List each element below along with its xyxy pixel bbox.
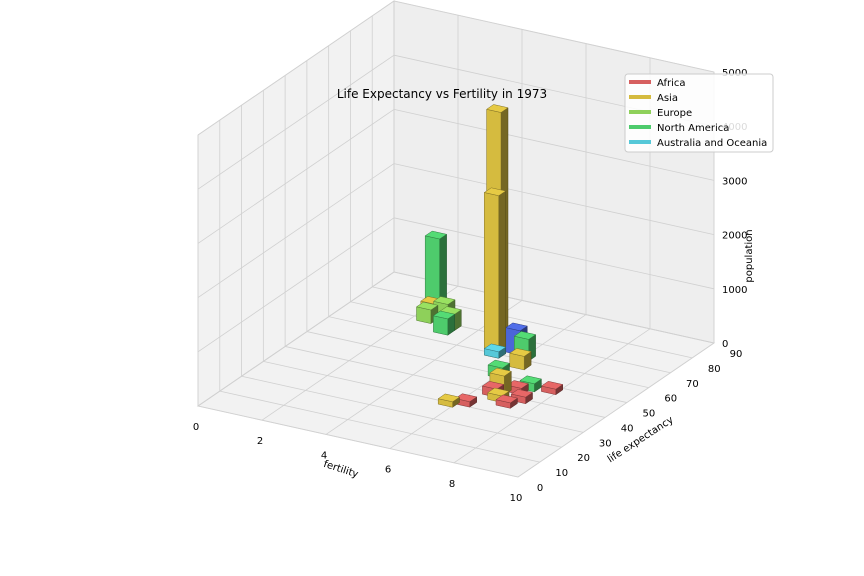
legend-item: North America	[629, 123, 729, 134]
bars-group	[415, 104, 564, 409]
gridline-y	[263, 360, 584, 433]
legend-item: Europe	[629, 108, 692, 119]
y-tick-label: 0	[537, 483, 543, 494]
bar	[437, 393, 461, 408]
x-axis-label: fertility	[322, 459, 360, 481]
x-tick-label: 2	[257, 436, 263, 447]
gridline-x	[389, 314, 587, 449]
chart-title: Life Expectancy vs Fertility in 1973	[337, 87, 547, 101]
gridline-y	[197, 405, 519, 478]
y-tick-label: 40	[621, 423, 634, 434]
x-tick-label: 0	[193, 422, 199, 433]
legend-item: Africa	[629, 78, 686, 89]
gridline-y	[219, 390, 540, 463]
y-tick-label: 60	[664, 394, 677, 405]
gridline-z	[197, 54, 395, 190]
bar	[432, 310, 456, 336]
y-axis-label: life expectancy	[606, 415, 676, 466]
legend-label: Europe	[657, 108, 692, 119]
z-axis-label: population	[744, 229, 755, 282]
x-tick-label: 8	[449, 479, 455, 490]
x-tick-label: 4	[321, 450, 327, 461]
legend-label: Africa	[657, 78, 686, 89]
bar	[483, 343, 507, 359]
gridline-x	[453, 328, 651, 464]
gridline-z	[197, 163, 395, 298]
y-tick-label: 10	[555, 468, 568, 479]
legend-item: Australia and Oceania	[629, 138, 767, 149]
y-tick-label: 30	[599, 438, 612, 449]
y-tick-label: 20	[577, 453, 590, 464]
y-tick-label: 70	[686, 379, 699, 390]
x-tick-label: 6	[385, 465, 391, 476]
gridline-y	[241, 375, 562, 448]
gridline-x	[517, 342, 715, 478]
gridline-z	[197, 271, 395, 407]
gridline-z	[393, 0, 715, 73]
bar	[415, 301, 439, 325]
gridline-z	[197, 217, 395, 353]
axes-gridlines	[197, 0, 715, 478]
gridline-z	[197, 0, 395, 136]
legend-frame	[624, 73, 774, 153]
z-tick-label: 3000	[722, 176, 747, 187]
legend: Africa Asia Europe North America Australia a…	[624, 73, 774, 153]
gridline-y	[285, 346, 606, 418]
bar	[509, 348, 532, 371]
gridline-z	[393, 163, 715, 235]
gridline-z	[393, 217, 715, 290]
bar	[483, 187, 507, 359]
bar	[540, 381, 564, 396]
legend-item: Asia	[629, 93, 678, 104]
y-tick-label: 80	[708, 364, 721, 375]
legend-label: North America	[657, 123, 729, 134]
legend-label: Asia	[657, 93, 678, 104]
bar	[495, 394, 519, 409]
z-tick-label: 1000	[722, 285, 747, 296]
x-tick-label: 10	[510, 493, 523, 504]
gridline-z	[197, 109, 395, 244]
y-tick-label: 90	[730, 349, 743, 360]
z-tick-label: 0	[722, 339, 728, 350]
y-tick-label: 50	[643, 409, 656, 420]
z-tick-label: 2000	[722, 231, 747, 242]
gridline-y	[306, 331, 627, 403]
axes-panes	[196, 0, 716, 478]
legend-label: Australia and Oceania	[657, 138, 767, 149]
gridline-z	[393, 271, 715, 344]
gridline-z	[393, 109, 715, 181]
